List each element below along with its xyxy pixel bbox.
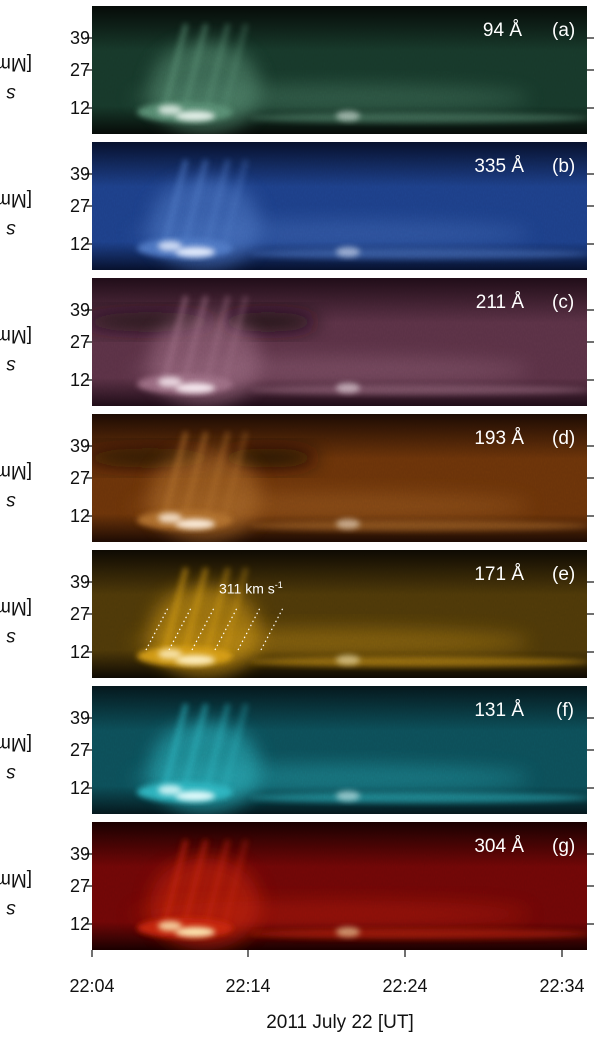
y-tick-label: 27: [69, 332, 90, 352]
panel-label: (c): [552, 292, 575, 313]
y-tick-label: 12: [69, 778, 90, 798]
y-tick-label: 27: [69, 740, 90, 760]
panel-e: [85, 550, 594, 678]
wavelength-label: 193 Å: [474, 428, 524, 449]
panel-a: [85, 6, 594, 134]
y-tick-label: 39: [69, 28, 90, 48]
y-tick-label: 12: [69, 642, 90, 662]
y-tick-label: 12: [69, 234, 90, 254]
wavelength-label: 171 Å: [474, 564, 524, 585]
y-axis-symbol: s: [6, 355, 16, 377]
y-axis-unit: [Mm]: [0, 733, 33, 755]
y-tick-label: 27: [69, 60, 90, 80]
y-axis-unit: [Mm]: [0, 869, 33, 891]
y-tick-label: 12: [69, 506, 90, 526]
y-tick-label: 39: [69, 164, 90, 184]
panel-c: [85, 278, 594, 406]
y-axis-symbol: s: [6, 899, 16, 921]
y-tick-label: 12: [69, 370, 90, 390]
wavelength-label: 335 Å: [474, 156, 524, 177]
y-axis-label: s [Mm]: [0, 6, 32, 134]
y-tick-label: 27: [69, 196, 90, 216]
panel-label: (a): [552, 20, 576, 41]
wavelength-label: 211 Å: [475, 292, 524, 313]
panel-b: [85, 142, 594, 270]
y-axis-symbol: s: [6, 763, 16, 785]
y-tick-label: 39: [69, 300, 90, 320]
panel-g: [85, 822, 594, 950]
y-axis-label: s [Mm]: [0, 550, 32, 678]
y-tick-label: 39: [69, 436, 90, 456]
y-axis-symbol: s: [6, 219, 16, 241]
y-tick-label: 39: [69, 708, 90, 728]
y-tick-label: 12: [69, 914, 90, 934]
y-axis-unit: [Mm]: [0, 189, 33, 211]
y-axis-unit: [Mm]: [0, 597, 33, 619]
y-axis-unit: [Mm]: [0, 461, 33, 483]
panel-d: [85, 414, 594, 542]
y-tick-label: 27: [69, 468, 90, 488]
y-axis-symbol: s: [6, 627, 16, 649]
panel-label: (f): [556, 700, 574, 721]
wavelength-label: 131 Å: [474, 700, 524, 721]
y-axis-label: s [Mm]: [0, 278, 32, 406]
x-tick-label: 22:14: [225, 976, 271, 996]
y-tick-label: 39: [69, 572, 90, 592]
speed-value: 311 km s: [219, 580, 275, 597]
panel-label: (d): [552, 428, 576, 449]
y-axis-symbol: s: [6, 491, 16, 513]
y-tick-label: 12: [69, 98, 90, 118]
panel-label: (e): [552, 564, 576, 585]
x-tick-label: 22:34: [539, 976, 585, 996]
wavelength-label: 304 Å: [474, 836, 524, 857]
y-tick-label: 39: [69, 844, 90, 864]
panel-label: (g): [552, 836, 576, 857]
speed-exponent: -1: [274, 580, 283, 590]
y-axis-label: s [Mm]: [0, 822, 32, 950]
panel-label: (b): [552, 156, 576, 177]
y-axis-unit: [Mm]: [0, 325, 33, 347]
x-tick-label: 22:04: [69, 976, 115, 996]
speed-annotation: 311 km s-1: [219, 580, 283, 597]
x-axis-label: 2011 July 22 [UT]: [266, 1012, 414, 1033]
y-axis-label: s [Mm]: [0, 142, 32, 270]
wavelength-label: 94 Å: [482, 20, 522, 41]
y-axis-unit: [Mm]: [0, 53, 33, 75]
speed-fit-lines: [145, 607, 284, 651]
y-tick-label: 27: [69, 876, 90, 896]
y-axis-symbol: s: [6, 83, 16, 105]
x-tick-label: 22:24: [382, 976, 428, 996]
panel-f: [85, 686, 594, 814]
y-tick-label: 27: [69, 604, 90, 624]
y-axis-label: s [Mm]: [0, 414, 32, 542]
y-axis-label: s [Mm]: [0, 686, 32, 814]
